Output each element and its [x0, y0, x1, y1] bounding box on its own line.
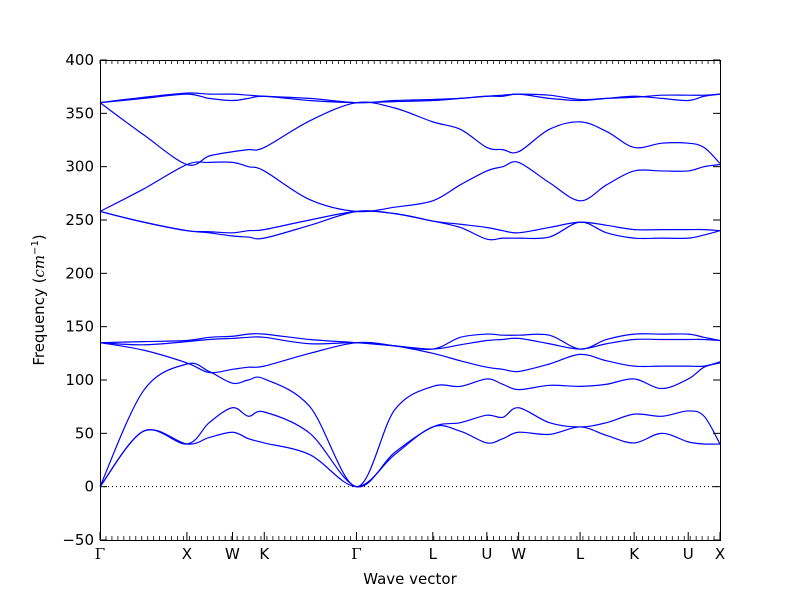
x-axis-label: Wave vector	[363, 570, 457, 588]
band-line-5	[99, 336, 721, 350]
y-tick-label: −50	[62, 531, 94, 549]
x-tick-label: Γ	[351, 545, 361, 563]
y-tick-label: 200	[65, 264, 94, 282]
band-line-4	[99, 341, 721, 374]
y-axis-ticks: −50 0 50 100 150 200 250 300 350 400	[62, 51, 720, 549]
band-line-7	[99, 210, 721, 241]
band-line-6	[99, 333, 721, 350]
y-tick-label: 0	[84, 478, 94, 496]
band-line-9	[99, 161, 721, 213]
band-line-11	[99, 93, 721, 104]
band-line-3	[99, 362, 721, 488]
x-tick-label: X	[715, 545, 725, 563]
x-tick-label: K	[629, 545, 640, 563]
x-tick-label: L	[576, 545, 585, 563]
x-tick-label: U	[683, 545, 694, 563]
band-line-8	[99, 210, 721, 234]
x-tick-label: L	[429, 545, 438, 563]
x-tick-label: X	[182, 545, 192, 563]
x-tick-label: W	[225, 545, 240, 563]
band-line-12	[99, 92, 721, 104]
y-tick-label: 350	[65, 104, 94, 122]
x-tick-label: K	[259, 545, 270, 563]
band-line-1	[99, 424, 721, 488]
x-tick-label: U	[481, 545, 492, 563]
y-tick-label: 100	[65, 371, 94, 389]
band-line-10	[99, 101, 721, 166]
y-axis-label: Frequency (cm−1)	[30, 234, 48, 365]
band-lines	[99, 92, 721, 488]
y-tick-label: 400	[65, 51, 94, 69]
y-tick-label: 250	[65, 211, 94, 229]
x-tick-label: W	[511, 545, 526, 563]
y-tick-label: 150	[65, 318, 94, 336]
x-tick-label: Γ	[95, 545, 105, 563]
y-tick-label: 300	[65, 158, 94, 176]
y-tick-label: 50	[75, 424, 94, 442]
band-line-2	[99, 407, 721, 488]
plot-frame	[100, 60, 721, 541]
